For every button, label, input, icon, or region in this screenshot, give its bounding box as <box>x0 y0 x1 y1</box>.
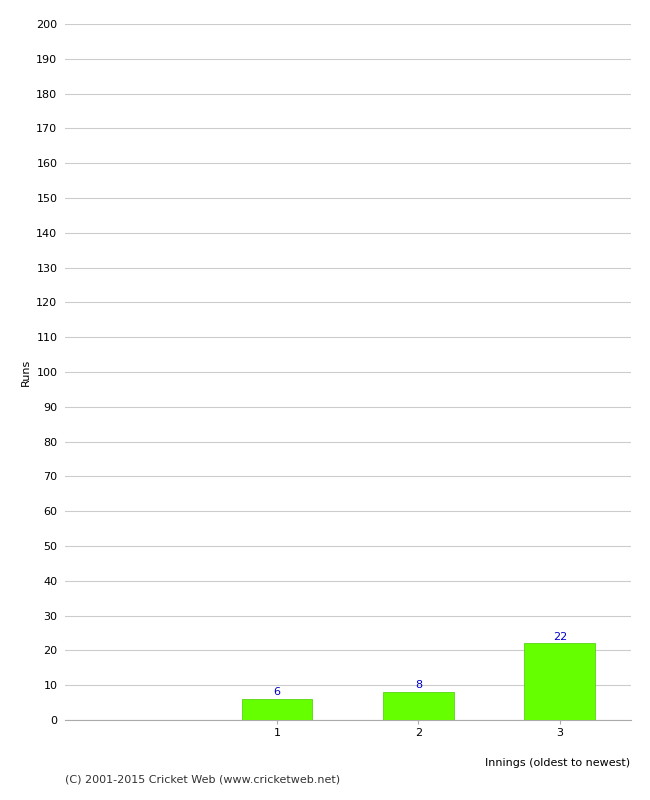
Y-axis label: Runs: Runs <box>21 358 31 386</box>
Text: 8: 8 <box>415 681 422 690</box>
Text: 22: 22 <box>552 632 567 642</box>
Bar <box>525 643 595 720</box>
Bar <box>383 692 454 720</box>
Text: Innings (oldest to newest): Innings (oldest to newest) <box>486 758 630 768</box>
Text: 6: 6 <box>274 687 281 698</box>
Text: (C) 2001-2015 Cricket Web (www.cricketweb.net): (C) 2001-2015 Cricket Web (www.cricketwe… <box>65 774 340 784</box>
Bar <box>242 699 313 720</box>
